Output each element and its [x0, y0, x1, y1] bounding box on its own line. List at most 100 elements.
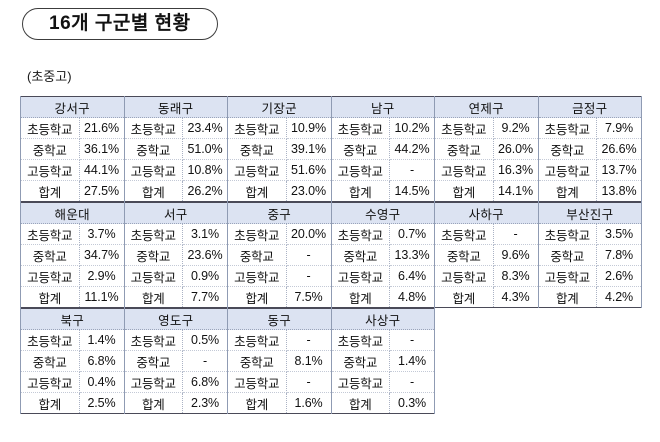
percentage-value: 23.4% [182, 117, 228, 139]
district-header-cell: 중구 [227, 202, 332, 224]
school-level-label: 고등학교 [20, 265, 80, 287]
district-header-cell: 사하구 [434, 202, 539, 224]
table-row: 고등학교 0.4% 고등학교 6.8% 고등학교 - 고등학교 - [20, 371, 436, 393]
school-level-label: 고등학교 [123, 371, 184, 393]
percentage-value: 0.3% [389, 392, 436, 414]
school-level-label: 합계 [20, 180, 80, 202]
school-level-label: 중학교 [434, 244, 494, 266]
school-level-label: 합계 [20, 392, 80, 414]
table-row: 합계 27.5% 합계 26.2% 합계 23.0% 합계 14.5% 합계 14.1% 합계 13.… [20, 180, 643, 202]
school-level-label: 고등학교 [123, 265, 183, 287]
percentage-value: 0.4% [79, 371, 125, 393]
percentage-value: 7.5% [286, 286, 332, 308]
school-level-label: 합계 [537, 286, 598, 308]
percentage-value: 1.6% [286, 392, 332, 414]
school-level-label: 합계 [227, 392, 287, 414]
school-level-label: 초등학교 [537, 117, 598, 139]
table-row: 합계 2.5% 합계 2.3% 합계 1.6% 합계 0.3% [20, 392, 436, 414]
school-level-label: 초등학교 [123, 329, 184, 351]
table-row: 초등학교 21.6% 초등학교 23.4% 초등학교 10.9% 초등학교 10.2% 초등학교… [20, 117, 643, 139]
percentage-value: 9.6% [493, 244, 539, 266]
subtitle-label: (초중고) [27, 69, 72, 84]
school-level-label: 초등학교 [227, 329, 287, 351]
district-header-row: 북구 영도구 동구 사상구 [20, 308, 436, 330]
school-level-label: 초등학교 [330, 117, 390, 139]
percentage-value: 10.2% [389, 117, 436, 139]
school-level-label: 고등학교 [20, 159, 80, 181]
school-level-label: 합계 [434, 286, 494, 308]
percentage-value: - [286, 265, 332, 287]
school-level-label: 합계 [330, 392, 391, 414]
percentage-value: 21.6% [79, 117, 125, 139]
school-level-label: 중학교 [123, 244, 183, 266]
school-level-label: 중학교 [330, 350, 391, 372]
school-level-label: 합계 [227, 286, 287, 308]
school-level-label: 합계 [123, 392, 184, 414]
percentage-value: 13.8% [596, 180, 643, 202]
percentage-value: 51.0% [182, 138, 228, 160]
table-row: 합계 11.1% 합계 7.7% 합계 7.5% 합계 4.8% 합계 4.3% 합계 4.2% [20, 286, 643, 308]
percentage-value: 13.3% [389, 244, 436, 266]
school-level-label: 초등학교 [434, 223, 494, 245]
school-level-label: 합계 [434, 180, 494, 202]
district-header-cell: 영도구 [123, 308, 229, 330]
percentage-value: 23.6% [182, 244, 229, 266]
district-header-cell: 사상구 [330, 308, 436, 330]
table-row: 고등학교 44.1% 고등학교 10.8% 고등학교 51.6% 고등학교 - 고등학교 16.3… [20, 159, 643, 181]
school-level-label: 고등학교 [227, 265, 287, 287]
district-header-cell: 서구 [123, 202, 229, 224]
percentage-value: - [493, 223, 539, 245]
table-row: 초등학교 1.4% 초등학교 0.5% 초등학교 - 초등학교 - [20, 329, 436, 351]
percentage-value: 9.2% [493, 117, 539, 139]
percentage-value: 4.2% [596, 286, 643, 308]
percentage-value: 1.4% [79, 329, 125, 351]
percentage-value: 14.5% [389, 180, 436, 202]
percentage-value: 6.4% [389, 265, 436, 287]
school-level-label: 중학교 [434, 138, 494, 160]
district-header-cell: 부산진구 [537, 202, 643, 224]
percentage-value: 39.1% [286, 138, 332, 160]
school-level-label: 고등학교 [434, 159, 494, 181]
school-level-label: 합계 [123, 286, 183, 308]
district-header-cell: 남구 [330, 96, 436, 118]
percentage-value: 7.9% [596, 117, 643, 139]
percentage-value: 1.4% [389, 350, 436, 372]
table-row: 중학교 36.1% 중학교 51.0% 중학교 39.1% 중학교 44.2% 중학교 26.0%… [20, 138, 643, 160]
school-level-label: 합계 [227, 180, 287, 202]
school-level-label: 초등학교 [123, 223, 183, 245]
school-level-label: 중학교 [227, 138, 287, 160]
statistics-tables: 강서구 동래구 기장군 남구 연제구 금정구 초등학교 21.6% 초등학교 23.4% 초등학교 1… [20, 96, 643, 414]
school-level-label: 중학교 [123, 138, 183, 160]
district-header-cell: 연제구 [434, 96, 539, 118]
school-level-label: 중학교 [537, 244, 598, 266]
school-level-label: 중학교 [20, 138, 80, 160]
percentage-value: 36.1% [79, 138, 125, 160]
percentage-value: 7.7% [182, 286, 229, 308]
percentage-value: - [286, 329, 332, 351]
percentage-value: 16.3% [493, 159, 539, 181]
school-level-label: 초등학교 [20, 329, 80, 351]
school-level-label: 초등학교 [227, 223, 287, 245]
percentage-value: 0.5% [182, 329, 229, 351]
percentage-value: 44.1% [79, 159, 125, 181]
district-table-block: 북구 영도구 동구 사상구 초등학교 1.4% 초등학교 0.5% 초등학교 - 초등학교 - 중학교 6… [20, 308, 436, 414]
school-level-label: 중학교 [227, 350, 287, 372]
school-level-label: 합계 [20, 286, 80, 308]
school-level-label: 고등학교 [330, 265, 391, 287]
school-level-label: 초등학교 [537, 223, 598, 245]
percentage-value: 4.3% [493, 286, 539, 308]
district-header-cell: 북구 [20, 308, 125, 330]
school-level-label: 중학교 [330, 138, 390, 160]
percentage-value: 34.7% [79, 244, 125, 266]
school-level-label: 고등학교 [20, 371, 80, 393]
school-level-label: 합계 [330, 286, 391, 308]
percentage-value: 26.0% [493, 138, 539, 160]
percentage-value: 3.1% [182, 223, 229, 245]
school-level-label: 고등학교 [330, 371, 391, 393]
district-table-block: 강서구 동래구 기장군 남구 연제구 금정구 초등학교 21.6% 초등학교 23.4% 초등학교 1… [20, 96, 643, 202]
percentage-value: 4.8% [389, 286, 436, 308]
district-table-block: 해운대 서구 중구 수영구 사하구 부산진구 초등학교 3.7% 초등학교 3.1% 초등학교 20.… [20, 202, 643, 308]
percentage-value: - [389, 329, 436, 351]
district-header-row: 강서구 동래구 기장군 남구 연제구 금정구 [20, 96, 643, 118]
percentage-value: 2.9% [79, 265, 125, 287]
